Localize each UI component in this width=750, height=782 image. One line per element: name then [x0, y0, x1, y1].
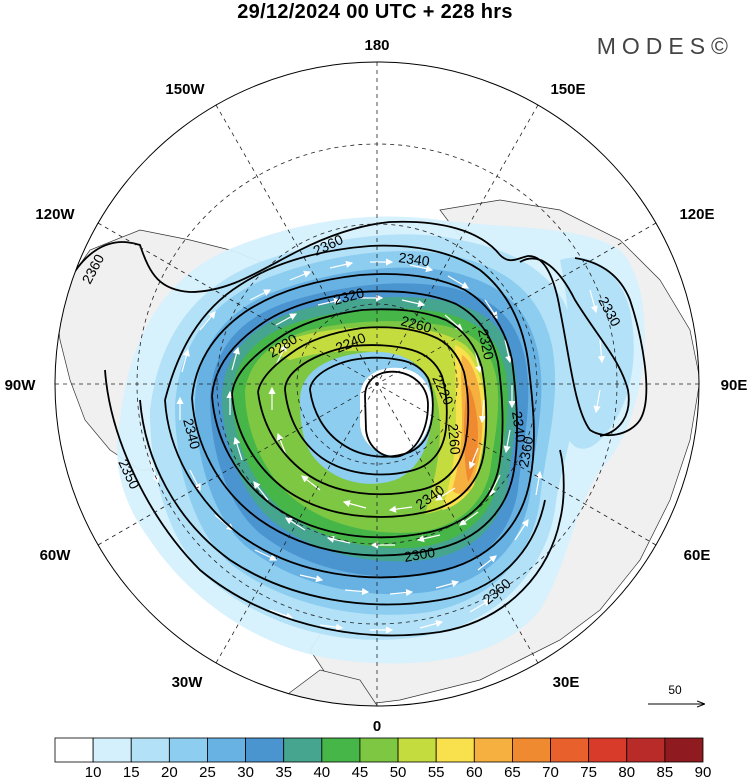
contour-label: 2320 — [475, 327, 497, 361]
lon-label-150e: 150E — [550, 81, 585, 98]
colorbar-swatch — [512, 737, 551, 763]
map-title: 29/12/2024 00 UTC + 228 hrs — [237, 1, 513, 23]
colorbar-swatch — [207, 737, 246, 763]
colorbar-tick-label: 40 — [313, 764, 331, 781]
colorbar-tick-label: 55 — [427, 764, 445, 781]
colorbar-tick-label: 25 — [199, 764, 216, 781]
colorbar-swatch — [397, 737, 437, 763]
colorbar-swatch — [626, 737, 666, 763]
contour-2330-pacific — [519, 257, 630, 437]
lon-label-0: 0 — [373, 718, 381, 735]
contour-pole — [364, 370, 429, 458]
contour-2240 — [284, 344, 448, 476]
colorbar-tick-label: 50 — [389, 764, 407, 781]
contour-label: 2360 — [515, 435, 536, 469]
colorbar-tick-label: 60 — [465, 764, 483, 781]
reference-vector-arrow — [648, 680, 708, 710]
colorbar-tick-label: 45 — [351, 764, 369, 781]
contour-label: 2320 — [332, 284, 366, 308]
colorbar-swatch — [435, 737, 475, 763]
colorbar-swatch — [588, 737, 628, 763]
contour-label: 2260 — [445, 423, 464, 456]
contour-label: 2300 — [403, 544, 437, 565]
contour-2280 — [231, 308, 488, 518]
lon-label-90w: 90W — [5, 377, 37, 394]
colorbar-swatch — [130, 737, 170, 763]
contour-2360-outer — [59, 220, 648, 437]
colorbar-swatch — [664, 737, 704, 763]
graticule — [55, 62, 699, 706]
lon-label-120w: 120W — [35, 206, 75, 223]
height-contours — [59, 220, 648, 637]
colorbar-swatch — [92, 737, 132, 763]
colorbar-swatch — [550, 737, 590, 763]
colorbar-swatch — [359, 737, 399, 763]
lon-label-30e: 30E — [553, 674, 580, 691]
contour-2260 — [257, 326, 470, 496]
colorbar-swatch — [54, 737, 94, 763]
contour-2320 — [191, 273, 518, 557]
map-disc: 2360 2360 2340 2320 2280 2240 2260 2220 … — [55, 62, 699, 706]
lon-label-90e: 90E — [721, 377, 748, 394]
colorbar-tick-label: 90 — [694, 764, 712, 781]
contour-2300 — [211, 290, 504, 539]
colorbar-tick-label: 35 — [275, 764, 293, 781]
colorbar-swatch — [168, 737, 208, 763]
map-boundary — [54, 61, 700, 707]
lon-label-60w: 60W — [40, 547, 72, 564]
colorbar-tick-label: 30 — [237, 764, 254, 781]
colorbar-tick-label: 20 — [161, 764, 178, 781]
shade-pole — [360, 367, 432, 456]
contour-label: 2340 — [180, 417, 204, 451]
colorbar-swatch — [321, 737, 361, 763]
lon-label-60e: 60E — [684, 547, 711, 564]
colorbar-swatch — [245, 737, 285, 763]
colorbar-swatch — [473, 737, 513, 763]
lon-label-180: 180 — [364, 37, 389, 54]
colorbar-tick-label: 65 — [504, 764, 521, 781]
colorbar-tick-label: 80 — [618, 764, 636, 781]
lon-label-120e: 120E — [679, 206, 714, 223]
contour-2350 — [139, 399, 546, 606]
contour-label: 2340 — [509, 410, 529, 443]
colorbar — [54, 737, 704, 763]
colorbar-tick-label: 10 — [84, 764, 102, 781]
contour-2220 — [309, 356, 434, 458]
contour-2360-south — [104, 369, 565, 637]
longitude-labels: 180 0 90W 90E 150W 150E 120W 120E 60W 60… — [5, 37, 748, 735]
contour-2340-a — [164, 244, 535, 579]
shade-55 — [268, 326, 487, 514]
contour-label: 2260 — [399, 312, 433, 336]
colorbar-tick-label: 85 — [656, 764, 674, 781]
colorbar-tick-label: 75 — [580, 764, 597, 781]
colorbar-tick-label: 70 — [542, 764, 559, 781]
lon-label-30w: 30W — [172, 674, 204, 691]
reference-vector-label: 50 — [668, 683, 682, 697]
lon-label-150w: 150W — [165, 81, 205, 98]
africa-land — [279, 669, 381, 706]
modes-logo: MODES© — [596, 33, 734, 59]
contour-label: 2340 — [398, 249, 431, 269]
colorbar-swatch — [283, 737, 323, 763]
polar-map: 2360 2360 2340 2320 2280 2240 2260 2220 … — [5, 37, 748, 735]
colorbar-tick-label: 15 — [122, 764, 140, 781]
